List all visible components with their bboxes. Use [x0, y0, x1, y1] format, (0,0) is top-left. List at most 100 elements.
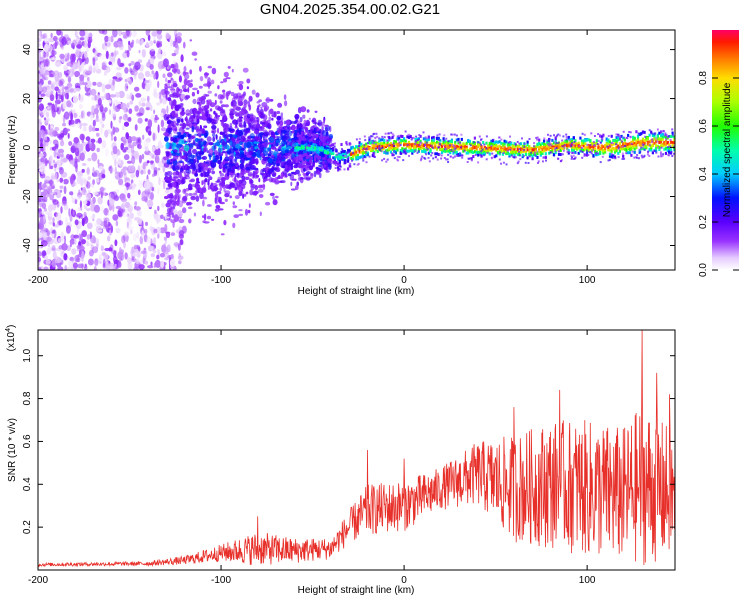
heatmap-cell	[467, 149, 470, 153]
heatmap-cell	[184, 152, 187, 157]
heatmap-cell	[345, 142, 348, 145]
heatmap-cell	[246, 154, 252, 158]
heatmap-cell	[73, 234, 80, 239]
heatmap-cell	[294, 156, 297, 160]
heatmap-cell	[154, 116, 160, 121]
heatmap-cell	[434, 145, 437, 149]
heatmap-cell	[361, 151, 364, 155]
heatmap-cell	[219, 155, 223, 161]
heatmap-cell	[117, 210, 122, 218]
heatmap-cell	[478, 147, 481, 151]
heatmap-cell	[520, 148, 523, 152]
heatmap-cell	[554, 139, 557, 143]
heatmap-cell	[600, 144, 603, 148]
heatmap-cell	[165, 187, 170, 190]
heatmap-cell	[215, 134, 218, 140]
heatmap-cell	[188, 201, 192, 206]
heatmap-cell	[442, 147, 445, 151]
heatmap-cell	[64, 92, 69, 100]
heatmap-cell	[92, 81, 97, 86]
heatmap-cell	[302, 141, 305, 145]
heatmap-cell	[406, 144, 409, 148]
heatmap-cell	[73, 262, 78, 269]
heatmap-cell	[245, 191, 249, 195]
heatmap-cell	[496, 145, 500, 149]
heatmap-cell	[576, 142, 579, 146]
heatmap-cell	[503, 139, 506, 143]
heatmap-cell	[203, 125, 208, 129]
heatmap-cell	[223, 71, 229, 78]
heatmap-cell	[364, 156, 367, 159]
heatmap-cell	[110, 35, 114, 43]
heatmap-cell	[173, 176, 179, 179]
heatmap-cell	[372, 139, 375, 142]
heatmap-cell	[282, 134, 288, 142]
heatmap-cell	[166, 116, 169, 120]
heatmap-cell	[143, 181, 150, 190]
heatmap-cell	[163, 132, 170, 137]
heatmap-cell	[490, 142, 493, 146]
heatmap-cell	[337, 168, 340, 172]
heatmap-cell	[49, 73, 54, 78]
heatmap-cell	[238, 213, 244, 217]
heatmap-cell	[388, 138, 391, 142]
heatmap-cell	[365, 142, 368, 146]
heatmap-cell	[55, 71, 58, 78]
heatmap-cell	[337, 162, 340, 166]
heatmap-cell	[126, 93, 130, 100]
heatmap-cell	[615, 149, 618, 153]
heatmap-cell	[351, 157, 355, 161]
heatmap-cell	[534, 145, 537, 149]
heatmap-cell	[673, 145, 675, 148]
heatmap-cell	[444, 149, 447, 153]
heatmap-cell	[151, 187, 154, 192]
heatmap-cell	[262, 156, 268, 162]
heatmap-cell	[661, 144, 664, 148]
heatmap-cell	[97, 95, 100, 100]
heatmap-cell	[537, 162, 539, 164]
heatmap-cell	[661, 154, 664, 157]
heatmap-cell	[214, 93, 218, 97]
heatmap-cell	[615, 145, 618, 149]
heatmap-cell	[281, 130, 284, 138]
heatmap-cell	[524, 150, 528, 154]
heatmap-cell	[183, 73, 190, 80]
heatmap-cell	[335, 154, 338, 158]
heatmap-cell	[196, 155, 202, 161]
heatmap-cell	[406, 149, 409, 153]
heatmap-cell	[302, 114, 306, 119]
heatmap-cell	[587, 144, 590, 147]
heatmap-cell	[104, 45, 108, 51]
heatmap-cell	[655, 149, 658, 153]
heatmap-cell	[463, 146, 467, 150]
heatmap-cell	[112, 266, 116, 270]
heatmap-cell	[114, 159, 117, 167]
heatmap-cell	[149, 40, 154, 47]
heatmap-cell	[235, 143, 241, 149]
heatmap-cell	[309, 139, 312, 143]
heatmap-cell	[358, 141, 361, 145]
heatmap-cell	[613, 142, 617, 146]
heatmap-cell	[114, 239, 118, 247]
heatmap-cell	[477, 153, 480, 157]
heatmap-cell	[42, 53, 47, 59]
heatmap-cell	[163, 156, 169, 161]
heatmap-cell	[399, 138, 402, 142]
heatmap-cell	[226, 165, 232, 172]
heatmap-cell	[597, 145, 600, 149]
heatmap-cell	[648, 148, 651, 152]
heatmap-cell	[220, 104, 226, 108]
heatmap-cell	[559, 148, 562, 152]
heatmap-cell	[261, 152, 264, 158]
heatmap-cell	[639, 134, 642, 136]
heatmap-cell	[100, 125, 103, 135]
heatmap-cell	[323, 117, 326, 124]
heatmap-cell	[338, 154, 341, 158]
heatmap-cell	[656, 144, 659, 148]
heatmap-cell	[204, 105, 210, 108]
heatmap-cell	[59, 185, 64, 189]
heatmap-cell	[305, 156, 308, 160]
heatmap-cell	[75, 49, 80, 58]
heatmap-cell	[617, 138, 620, 142]
